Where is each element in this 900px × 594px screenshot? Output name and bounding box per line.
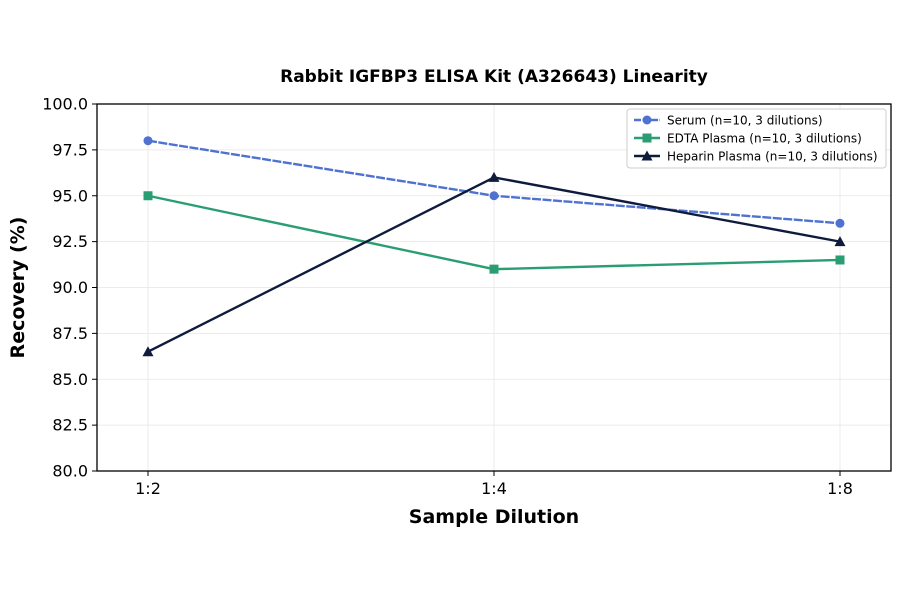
x-tick-label: 1:4 <box>481 479 507 498</box>
y-tick-label: 90.0 <box>52 278 88 297</box>
legend-label: Serum (n=10, 3 dilutions) <box>667 114 823 128</box>
y-axis-label: Recovery (%) <box>7 217 29 359</box>
y-axis: 80.0 82.5 85.0 87.5 90.0 92.5 95.0 97.5 100.0 <box>42 95 97 481</box>
data-point <box>489 264 499 274</box>
y-tick-label: 87.5 <box>52 324 88 343</box>
y-tick-label: 85.0 <box>52 370 88 389</box>
x-tick-label: 1:2 <box>135 479 161 498</box>
chart-title: Rabbit IGFBP3 ELISA Kit (A326643) Linear… <box>280 67 708 87</box>
series-layer <box>142 136 846 357</box>
legend-label: EDTA Plasma (n=10, 3 dilutions) <box>667 132 862 146</box>
data-point <box>488 171 500 182</box>
legend: Serum (n=10, 3 dilutions) EDTA Plasma (n=… <box>626 108 887 169</box>
legend-marker <box>641 150 653 161</box>
data-point <box>143 191 153 201</box>
x-axis: 1:2 1:4 1:8 <box>135 471 853 498</box>
data-point <box>835 255 845 265</box>
y-tick-label: 95.0 <box>52 186 88 205</box>
legend-marker <box>642 133 652 143</box>
y-tick-label: 82.5 <box>52 416 88 435</box>
legend-label: Heparin Plasma (n=10, 3 dilutions) <box>667 150 878 164</box>
x-tick-label: 1:8 <box>827 479 853 498</box>
data-point <box>143 136 153 146</box>
data-point <box>835 218 845 228</box>
data-point <box>142 346 154 357</box>
legend-box <box>626 108 887 169</box>
legend-marker <box>642 115 652 125</box>
y-tick-label: 100.0 <box>42 95 88 114</box>
y-tick-label: 97.5 <box>52 140 88 159</box>
data-point <box>834 236 846 247</box>
data-point <box>489 191 499 201</box>
x-axis-label: Sample Dilution <box>409 506 579 528</box>
y-tick-label: 92.5 <box>52 232 88 251</box>
y-tick-label: 80.0 <box>52 462 88 481</box>
